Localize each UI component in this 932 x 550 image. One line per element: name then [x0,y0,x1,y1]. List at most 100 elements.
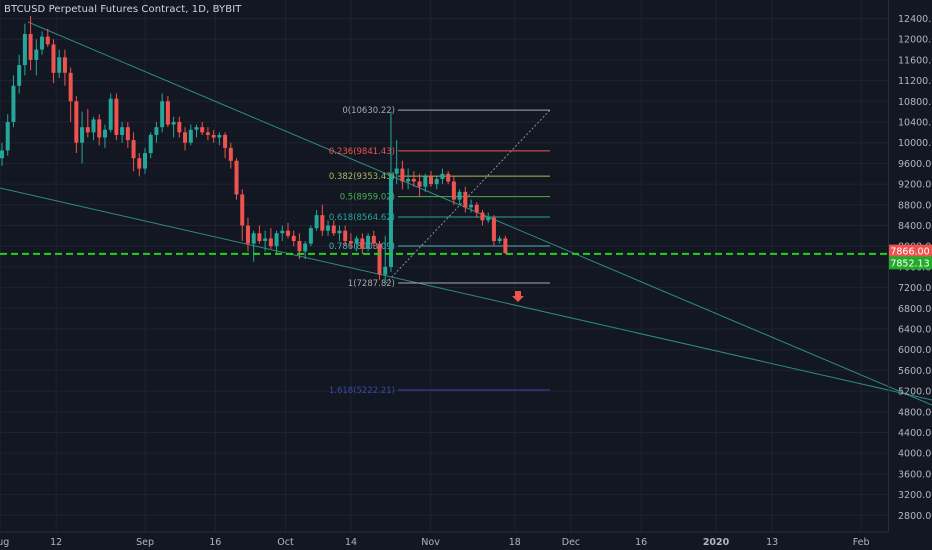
candle-body [354,238,359,244]
y-tick-label: 3200.00 [898,490,932,501]
fib-level-label: 0.236(9841.43) [329,147,395,157]
candle-body [314,215,319,229]
candle-body [188,129,193,143]
candle-body [348,241,353,244]
candle-body [0,150,4,159]
candle-body [429,176,433,185]
candle-body [114,98,119,135]
candle-body [80,127,85,143]
candle-body [240,194,245,226]
candle-body [177,122,182,133]
candle-body [68,72,73,102]
y-tick-label: 3600.00 [898,469,932,480]
candle-body [154,127,159,135]
candle-body [62,57,67,73]
candle-body [211,134,216,138]
candle-body [469,204,474,208]
candle-body [85,127,90,133]
candle-body [102,129,107,138]
candle-body [268,238,273,247]
price-axis-separator [888,0,889,532]
x-tick-label: Aug [0,537,9,548]
y-tick-label: 11600.00 [898,55,932,66]
candle-body [291,235,296,242]
x-tick-label: Sep [136,537,154,548]
fib-level-label: 0.5(8959.02) [340,193,395,203]
y-tick-label: 11200.00 [898,76,932,87]
y-tick-label: 5200.00 [898,387,932,398]
x-tick-label: 18 [509,537,521,548]
candle-body [171,122,176,125]
candle-body [400,168,405,182]
chart-title: BTCUSD Perpetual Futures Contract, 1D, B… [4,4,242,15]
candle-body [108,98,113,130]
y-tick-label: 5600.00 [898,366,932,377]
price-label: 7852.13 [890,258,929,269]
candle-body [497,238,502,242]
y-tick-label: 12400.00 [898,14,932,25]
x-tick-label: 12 [50,537,62,548]
y-tick-label: 6000.00 [898,345,932,356]
y-tick-label: 4800.00 [898,407,932,418]
candle-body [57,57,62,73]
price-axis: 2800.00 3200.00 3600.00 4000.00 4400.00 4800.… [889,14,932,522]
candle-body [51,44,56,73]
down-arrow-icon [512,291,524,302]
candle-body [194,127,199,130]
fib-level-label: 0(10630.22) [342,106,395,116]
candle-body [74,101,79,143]
candle-body [377,243,382,275]
y-tick-label: 10800.00 [898,97,932,108]
x-tick-label: Nov [421,537,440,548]
fib-level-label: 1.618(5222.21) [329,386,395,396]
fib-level-label: 0.382(9353.43) [329,172,395,182]
y-tick-label: 4400.00 [898,428,932,439]
candle-body [17,65,22,86]
fib-level-label: 0.618(8564.62) [329,213,395,223]
candle-body [143,153,147,169]
candle-body [183,132,188,143]
candle-body [360,238,365,249]
candle-body [40,36,45,50]
x-tick-label: Feb [853,537,870,548]
candle-body [308,228,313,244]
y-tick-label: 12000.00 [898,35,932,46]
candle-body [343,230,348,242]
candle-body [251,233,256,244]
x-tick-label: Dec [562,537,580,548]
candle-body [245,225,250,244]
candle-body [160,101,165,128]
x-tick-label: 16 [635,537,647,548]
candle-body [383,266,388,275]
price-label: 7866.00 [890,247,929,258]
candle-body [5,122,10,151]
y-tick-label: 9600.00 [898,159,932,170]
candle-body [480,212,485,221]
y-tick-label: 9200.00 [898,180,932,191]
candle-body [228,147,233,161]
candle-body [131,140,136,159]
x-tick-label: 14 [345,537,357,548]
candle-body [280,230,285,234]
candle-body [97,119,102,138]
candle-body [11,85,16,122]
chart-grid [0,0,888,532]
y-tick-label: 8400.00 [898,221,932,232]
candle-body [366,235,371,249]
candle-body [411,178,416,182]
candle-body [91,119,96,133]
candle-body [200,127,205,133]
x-tick-label: Oct [277,537,294,548]
candle-body [326,225,331,231]
price-label-bg [889,256,932,270]
candle-body [263,238,268,242]
candle-body [440,173,445,179]
candle-body [45,36,50,45]
candle-body [286,230,290,236]
candle-body [34,49,39,60]
upper-trend-line [27,21,932,406]
candle-body [394,168,399,174]
candle-body [234,160,239,195]
candle-body [148,134,153,154]
